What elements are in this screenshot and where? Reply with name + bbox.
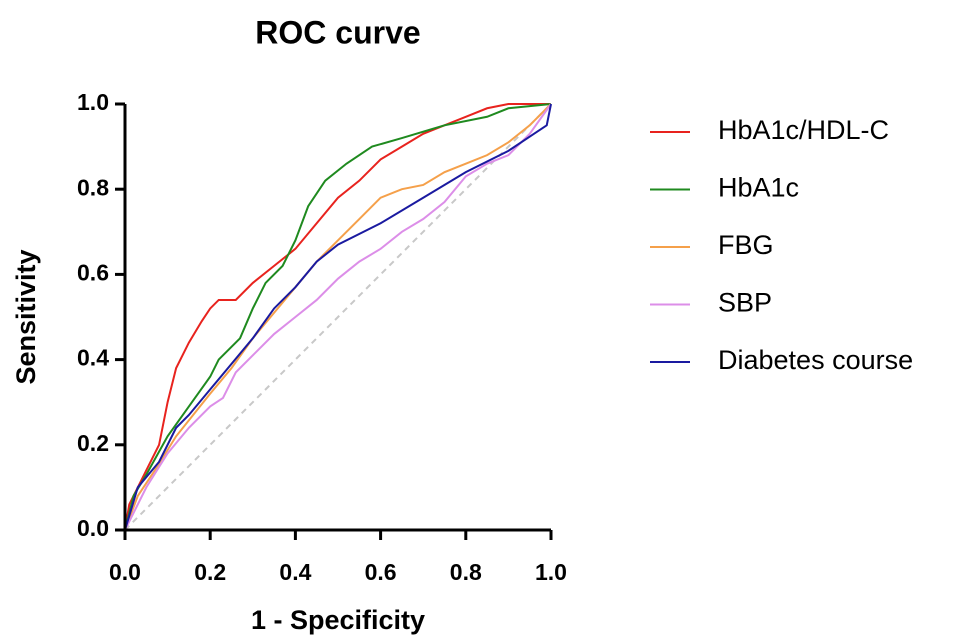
x-tick-label: 0.8 (450, 559, 482, 585)
x-tick-label: 0.4 (279, 559, 311, 585)
legend-label: HbA1c/HDL-C (718, 115, 889, 145)
reference-line (124, 103, 552, 531)
y-tick-label: 0.4 (77, 345, 109, 371)
roc-line (124, 103, 552, 531)
x-tick-label: 0.2 (194, 559, 226, 585)
y-axis-label: Sensitivity (11, 249, 41, 384)
x-tick-label: 0.0 (109, 559, 141, 585)
legend-label: SBP (718, 288, 772, 318)
roc-line (124, 103, 552, 531)
roc-line (124, 103, 552, 531)
y-tick-label: 0.2 (77, 430, 109, 456)
y-tick-label: 0.8 (77, 174, 109, 200)
y-tick-label: 1.0 (77, 89, 109, 115)
x-axis-label: 1 - Specificity (251, 605, 425, 635)
y-tick-label: 0.6 (77, 259, 109, 285)
roc-line (124, 103, 552, 531)
x-tick-label: 1.0 (535, 559, 567, 585)
roc-line (124, 103, 551, 531)
y-tick-label: 0.0 (77, 515, 109, 541)
legend-label: Diabetes course (718, 345, 913, 375)
x-tick-label: 0.6 (365, 559, 397, 585)
legend-label: HbA1c (718, 173, 799, 203)
legend-label: FBG (718, 230, 774, 260)
chart-title: ROC curve (255, 14, 420, 50)
